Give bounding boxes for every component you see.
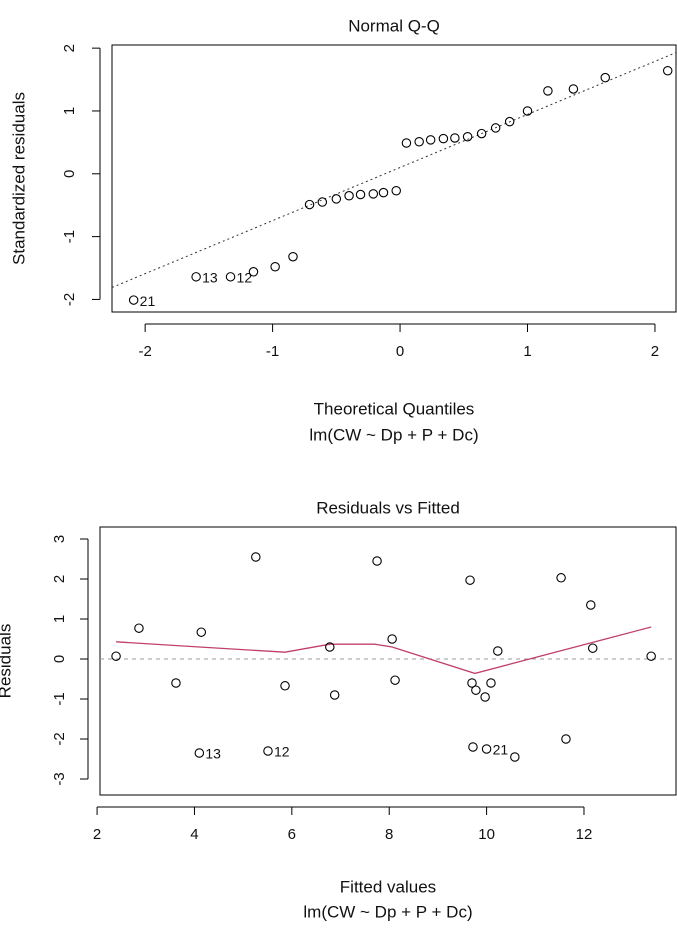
plot-box bbox=[100, 527, 676, 795]
y-tick-label: 1 bbox=[51, 615, 68, 623]
point bbox=[332, 195, 340, 203]
y-tick-label: -2 bbox=[51, 732, 68, 745]
x-tick-label: 8 bbox=[385, 826, 393, 843]
point bbox=[356, 190, 364, 198]
point bbox=[511, 753, 519, 761]
x-axis-subtitle: lm(CW ~ Dp + P + Dc) bbox=[303, 902, 472, 921]
point bbox=[569, 85, 577, 93]
point bbox=[135, 624, 143, 632]
point bbox=[494, 647, 502, 655]
point bbox=[373, 557, 381, 565]
point-label: 21 bbox=[140, 293, 156, 309]
point-label: 13 bbox=[205, 746, 221, 762]
x-axis-label: Theoretical Quantiles bbox=[314, 399, 475, 418]
chart-title: Residuals vs Fitted bbox=[316, 498, 460, 517]
point bbox=[281, 682, 289, 690]
y-tick-label: -1 bbox=[61, 230, 78, 243]
point bbox=[226, 273, 234, 281]
point bbox=[379, 188, 387, 196]
x-tick-label: 2 bbox=[93, 826, 101, 843]
plot-box bbox=[112, 45, 676, 312]
y-tick-label: 2 bbox=[61, 44, 78, 52]
x-tick-label: 2 bbox=[651, 343, 659, 360]
point-label: 12 bbox=[237, 270, 253, 286]
x-tick-label: 10 bbox=[478, 826, 495, 843]
y-tick-label: 0 bbox=[61, 170, 78, 178]
point bbox=[472, 686, 480, 694]
point bbox=[469, 743, 477, 751]
point bbox=[481, 693, 489, 701]
point bbox=[544, 87, 552, 95]
point bbox=[587, 601, 595, 609]
point bbox=[392, 187, 400, 195]
point bbox=[271, 263, 279, 271]
point bbox=[664, 67, 672, 75]
point-label: 13 bbox=[202, 270, 218, 286]
page: Normal Q-Q Theoretical Quantiles lm(CW ~ D… bbox=[0, 0, 677, 930]
point bbox=[562, 735, 570, 743]
point bbox=[415, 138, 423, 146]
x-axis-label: Fitted values bbox=[340, 877, 436, 896]
point bbox=[466, 576, 474, 584]
point bbox=[289, 253, 297, 261]
point bbox=[252, 553, 260, 561]
point bbox=[129, 296, 137, 304]
point bbox=[345, 192, 353, 200]
point bbox=[391, 676, 399, 684]
x-tick-label: 1 bbox=[523, 343, 531, 360]
y-tick-label: -2 bbox=[61, 293, 78, 306]
y-tick-label: -1 bbox=[51, 692, 68, 705]
x-tick-label: 0 bbox=[396, 343, 404, 360]
point bbox=[172, 679, 180, 687]
point bbox=[264, 747, 272, 755]
x-tick-label: -1 bbox=[266, 343, 279, 360]
point bbox=[426, 136, 434, 144]
x-tick-label: 12 bbox=[576, 826, 593, 843]
y-tick-label: 1 bbox=[61, 107, 78, 115]
x-axis-subtitle: lm(CW ~ Dp + P + Dc) bbox=[309, 425, 478, 444]
point bbox=[305, 200, 313, 208]
point-label: 12 bbox=[274, 744, 290, 760]
point bbox=[369, 190, 377, 198]
y-axis-label: Standardized residuals bbox=[9, 92, 28, 265]
point bbox=[439, 134, 447, 142]
y-tick-label: 2 bbox=[51, 575, 68, 583]
point bbox=[557, 574, 565, 582]
point bbox=[487, 679, 495, 687]
x-tick-label: 6 bbox=[288, 826, 296, 843]
point bbox=[197, 628, 205, 636]
point-label: 21 bbox=[493, 742, 509, 758]
x-tick-label: -2 bbox=[138, 343, 151, 360]
y-tick-label: 0 bbox=[51, 655, 68, 663]
point bbox=[601, 73, 609, 81]
y-tick-label: 3 bbox=[51, 535, 68, 543]
point bbox=[195, 749, 203, 757]
point bbox=[647, 652, 655, 660]
reference-line bbox=[112, 53, 676, 288]
point bbox=[388, 635, 396, 643]
smooth-line bbox=[116, 627, 651, 673]
point bbox=[451, 134, 459, 142]
point bbox=[402, 139, 410, 147]
y-axis-label: Residuals bbox=[0, 624, 14, 699]
point bbox=[589, 644, 597, 652]
point bbox=[318, 198, 326, 206]
x-tick-label: 4 bbox=[190, 826, 198, 843]
y-tick-label: -3 bbox=[51, 772, 68, 785]
point bbox=[330, 691, 338, 699]
chart-title: Normal Q-Q bbox=[348, 16, 440, 35]
point bbox=[482, 745, 490, 753]
point bbox=[192, 273, 200, 281]
